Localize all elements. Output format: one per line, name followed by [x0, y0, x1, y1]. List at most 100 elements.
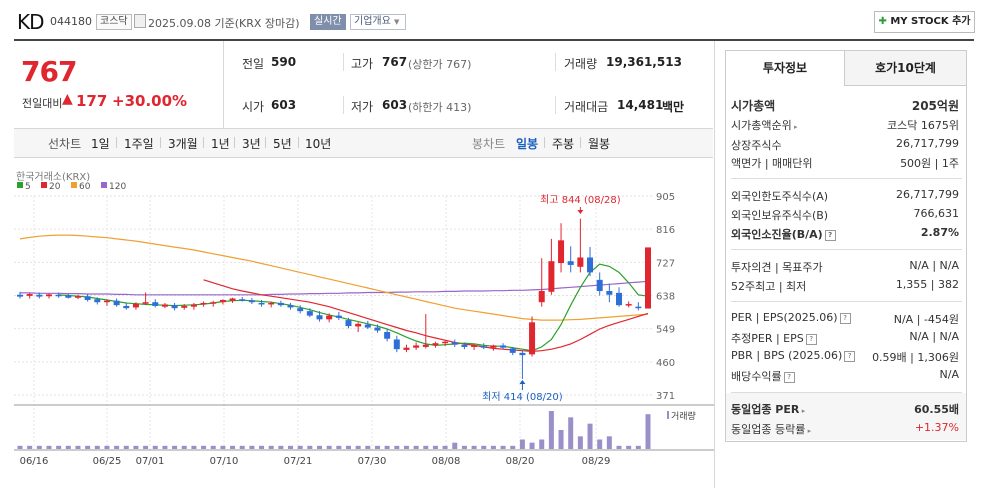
- company-overview-dropdown[interactable]: 기업개요 ▼: [350, 14, 406, 30]
- candle-body: [65, 295, 72, 298]
- foreign-ratio-label: 외국인소진율(B/A): [731, 228, 823, 241]
- amount-value: 14,481: [617, 98, 664, 112]
- help-icon[interactable]: ?: [824, 229, 836, 241]
- candle-body: [432, 343, 439, 346]
- line-chart-label: 선차트: [48, 137, 82, 151]
- volume-bar: [606, 436, 612, 449]
- divider: [731, 392, 962, 393]
- volume-label: 거래량: [564, 57, 598, 71]
- foreign-hold-label: 외국인보유주식수(B): [731, 209, 829, 222]
- y-tick-label: 371: [656, 391, 675, 402]
- amount-label: 거래대금: [564, 100, 609, 114]
- volume-bar: [548, 411, 554, 449]
- candle-body: [152, 302, 159, 306]
- add-my-stock-button[interactable]: ✚ MY STOCK 추가: [874, 11, 975, 33]
- volume-bar: [239, 445, 245, 449]
- y-tick-label: 460: [656, 358, 675, 369]
- rank-label[interactable]: 시가총액순위: [731, 119, 792, 132]
- price-chart[interactable]: 거래량 905 816 727 638 549 460 371 06/16 06/25 07/01…: [0, 0, 714, 488]
- upper-limit: (상한가 767): [408, 58, 472, 71]
- volume-bar: [326, 445, 332, 449]
- x-tick-label: 07/30: [358, 456, 387, 467]
- candle-body: [297, 308, 304, 312]
- candle-body: [345, 320, 352, 327]
- candle-body: [210, 302, 217, 304]
- divider: [223, 41, 224, 128]
- high-label: 고가: [351, 57, 374, 71]
- volume-bar: [181, 445, 187, 449]
- x-tick-label: 07/10: [210, 456, 239, 467]
- candle-body: [161, 304, 168, 307]
- overview-label: 기업개요: [354, 16, 391, 27]
- x-tick-label: 08/08: [432, 456, 461, 467]
- volume-bar: [278, 445, 284, 449]
- candle-body: [113, 300, 120, 306]
- foreign-limit-row: 외국인한도주식수(A) 26,717,799: [731, 188, 959, 204]
- volume-bar: [577, 436, 583, 449]
- down-arrow-icon: [577, 210, 584, 214]
- stock-code: 044180: [50, 15, 92, 28]
- y-tick-label: 638: [656, 292, 675, 303]
- industry-rate-label[interactable]: 동일업종 등락률: [731, 423, 806, 436]
- tab-daily[interactable]: 일봉: [516, 137, 539, 151]
- candle-body: [393, 339, 400, 350]
- divider: [160, 137, 161, 148]
- candle-body: [287, 305, 294, 308]
- candle-body: [200, 302, 207, 305]
- tab-5year[interactable]: 5년: [273, 137, 292, 151]
- tab-1day[interactable]: 1일: [91, 137, 110, 151]
- volume-bar: [94, 445, 100, 449]
- tab-1week[interactable]: 1주일: [124, 137, 154, 151]
- tab-10year[interactable]: 10년: [305, 137, 332, 151]
- tab-3year[interactable]: 3년: [242, 137, 261, 151]
- shares-value: 26,717,799: [896, 137, 959, 150]
- candle-body: [190, 304, 197, 307]
- volume-bar: [500, 445, 506, 449]
- help-icon[interactable]: ?: [844, 350, 856, 362]
- volume-bar: [461, 445, 467, 449]
- help-icon[interactable]: ?: [839, 312, 851, 324]
- open-value: 603: [271, 98, 297, 112]
- low-label: 저가: [351, 100, 374, 114]
- plus-icon: ✚: [878, 16, 887, 27]
- par-row: 액면가 | 매매단위 500원 | 1주: [731, 155, 959, 171]
- dividend-value: N/A: [939, 368, 959, 381]
- legend-label: 120: [109, 182, 126, 192]
- candle-body: [258, 302, 265, 305]
- chevron-right-icon: ▸: [799, 407, 806, 415]
- volume-bar: [36, 445, 42, 449]
- volume-bar: [432, 445, 438, 449]
- foreign-hold-row: 외국인보유주식수(B) 766,631: [731, 207, 959, 223]
- volume-bar: [220, 445, 226, 449]
- candle-body: [616, 292, 623, 306]
- chevron-down-icon: ▼: [394, 18, 400, 26]
- volume-bar: [152, 445, 158, 449]
- candle-body: [374, 327, 381, 331]
- tab-order-book[interactable]: 호가10단계: [844, 51, 966, 86]
- realtime-button[interactable]: 실시간: [310, 14, 346, 30]
- help-icon[interactable]: ?: [783, 371, 795, 383]
- foreign-limit-label: 외국인한도주식수(A): [731, 190, 829, 203]
- tab-monthly[interactable]: 월봉: [588, 137, 611, 151]
- volume-bar: [626, 445, 632, 449]
- chart-source-label: 한국거래소(KRX): [16, 171, 90, 183]
- candle-body: [538, 291, 545, 303]
- tab-weekly[interactable]: 주봉: [552, 137, 575, 151]
- candle-body: [577, 257, 584, 267]
- volume-bar: [355, 445, 361, 449]
- par-value: 500원 | 1주: [900, 157, 959, 170]
- ma120-line: [20, 280, 649, 296]
- tab-1year[interactable]: 1년: [211, 137, 230, 151]
- amount-unit: 백만: [662, 100, 685, 114]
- tab-investment-info[interactable]: 투자정보: [726, 51, 844, 86]
- high-annotation: 최고 844 (08/28): [540, 194, 621, 206]
- candle-body: [519, 352, 526, 356]
- candle-body: [74, 296, 81, 298]
- help-icon[interactable]: ?: [805, 333, 817, 345]
- industry-per-row: 동일업종 PER ▸ 60.55배: [731, 401, 959, 417]
- candle-body: [635, 306, 642, 309]
- divider: [234, 137, 235, 148]
- industry-per-label[interactable]: 동일업종 PER: [731, 403, 800, 416]
- tab-3month[interactable]: 3개월: [168, 137, 198, 151]
- open-label: 시가: [242, 100, 265, 114]
